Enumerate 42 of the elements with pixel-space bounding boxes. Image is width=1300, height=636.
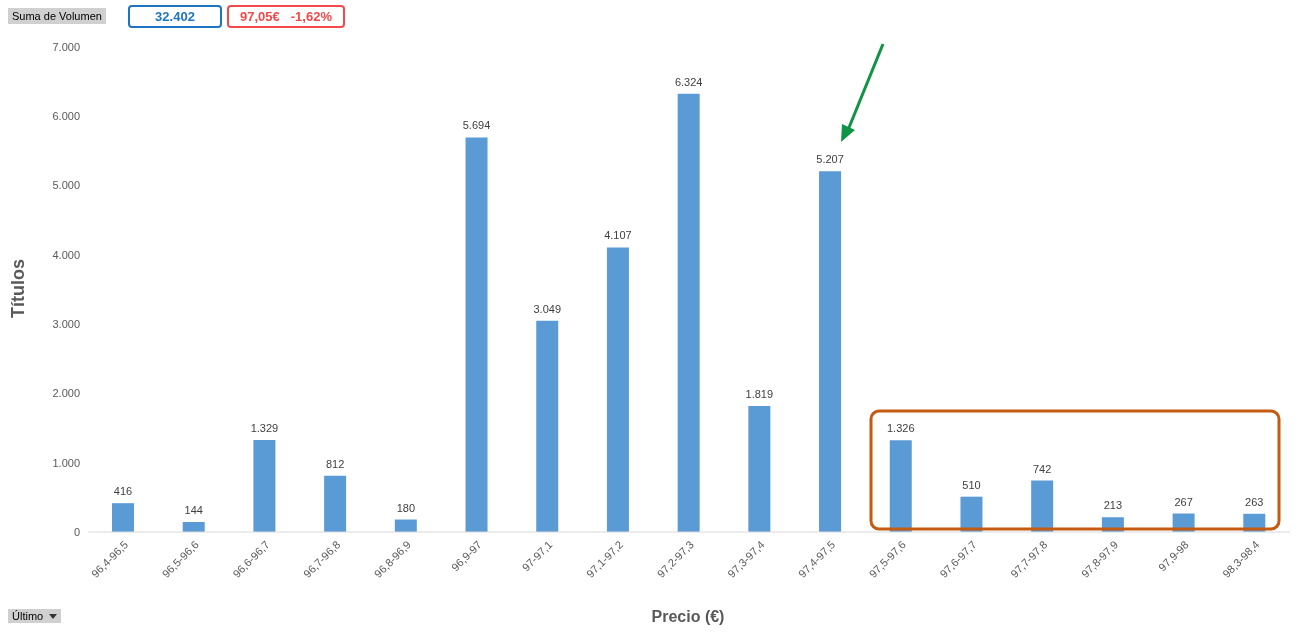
bar: [112, 503, 134, 532]
y-tick-label: 2.000: [52, 387, 80, 400]
bar: [677, 93, 700, 532]
text: Suma de Volumen: [8, 8, 106, 24]
y-tick-label: 6.000: [52, 110, 80, 123]
data-label: 5.207: [816, 153, 844, 166]
data-label: 144: [184, 504, 203, 517]
data-label: 4.107: [604, 229, 632, 242]
text: 32.402: [128, 5, 222, 28]
data-label: 5.694: [462, 119, 491, 132]
bar: [606, 247, 629, 532]
data-label: 1.329: [250, 421, 279, 434]
y-tick-label: 3.000: [52, 318, 80, 331]
y-tick-label: 1.000: [52, 456, 80, 469]
data-label: 180: [396, 501, 415, 514]
text: -1,62%: [290, 8, 332, 26]
data-label: 510: [962, 478, 981, 491]
data-label: 267: [1174, 495, 1193, 508]
y-tick-label: 0: [73, 525, 80, 538]
data-label: 3.049: [533, 302, 561, 315]
bar: [324, 475, 347, 532]
data-label: 1.819: [745, 387, 774, 400]
bar: [182, 522, 205, 532]
bar: [819, 171, 842, 532]
data-label: 1.326: [887, 422, 915, 435]
text: Último: [12, 610, 44, 622]
text: 97,05€: [240, 8, 280, 26]
y-tick-label: 7.000: [52, 40, 80, 53]
data-label: 416: [113, 485, 133, 498]
data-label: 6.324: [674, 75, 703, 88]
bar: [748, 405, 771, 532]
data-label: 213: [1103, 499, 1123, 512]
data-label: 263: [1245, 495, 1264, 508]
bar: [465, 137, 488, 532]
bar: [536, 320, 559, 532]
y-axis-title: Títulos: [7, 258, 29, 320]
data-label: 742: [1033, 462, 1052, 475]
data-label: 812: [325, 457, 345, 470]
bar: [253, 439, 276, 532]
y-tick-label: 5.000: [52, 179, 80, 192]
x-axis-title: Precio (€): [650, 608, 726, 626]
y-tick-label: 4.000: [52, 248, 80, 261]
